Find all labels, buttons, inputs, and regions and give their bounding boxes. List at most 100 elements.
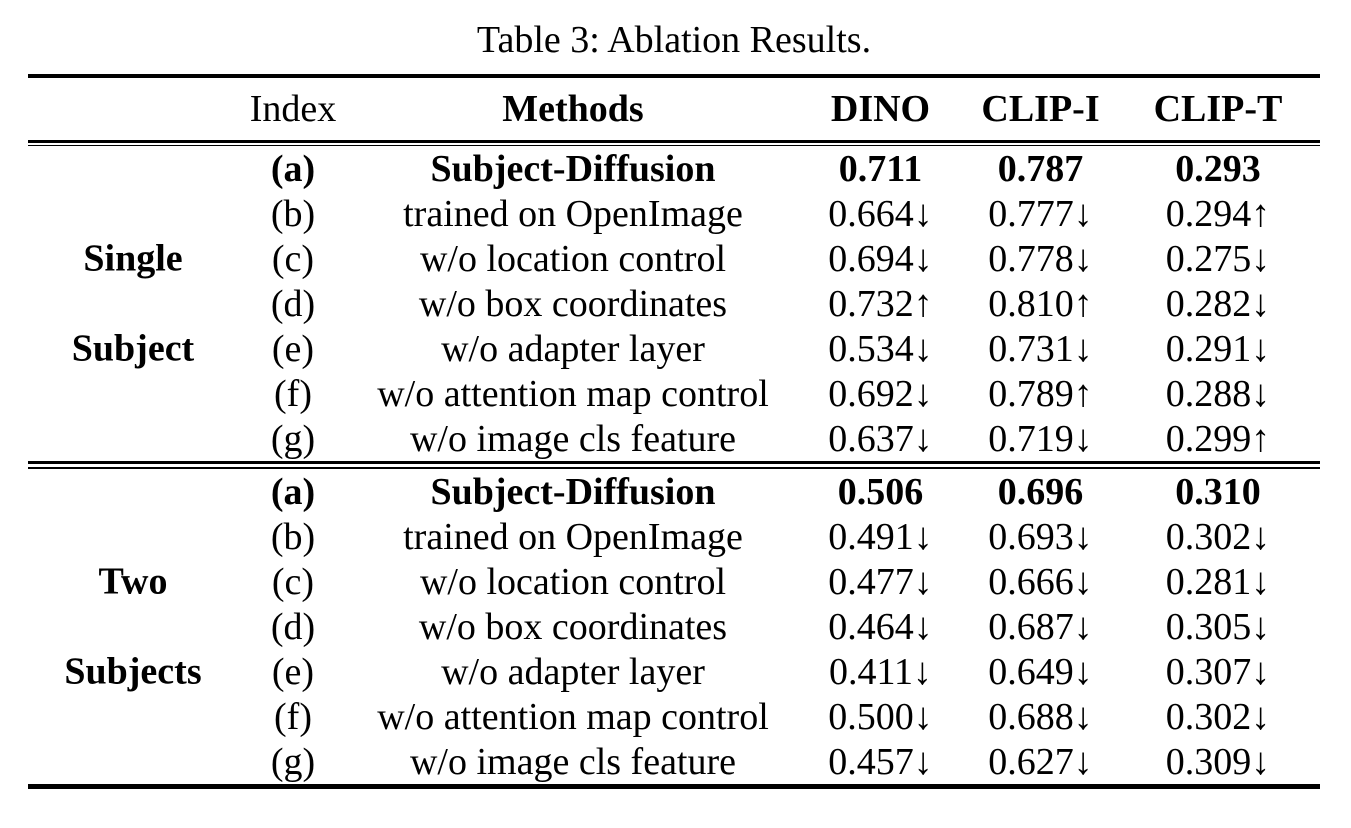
cell-index: (b) <box>270 192 316 235</box>
cell-index: (d) <box>270 282 316 325</box>
table-row: (g) w/o image cls feature 0.637↓ 0.719↓ … <box>28 416 1320 461</box>
cell-dino: 0.711 <box>838 147 923 190</box>
cell-clip-t: 0.307↓ <box>1165 650 1271 693</box>
cell-clip-t: 0.282↓ <box>1165 282 1271 325</box>
cell-index: (c) <box>271 560 315 603</box>
cell-clip-i: 0.666↓ <box>988 560 1093 603</box>
rule-top <box>28 74 1320 78</box>
cell-clip-t: 0.302↓ <box>1165 695 1271 738</box>
cell-method: trained on OpenImage <box>403 515 743 558</box>
cell-index: (f) <box>274 695 312 738</box>
cell-index: (a) <box>270 470 316 513</box>
group-two-subjects: Two Subjects (a) Subject-Diffusion 0.506… <box>28 469 1320 784</box>
cell-clip-t: 0.302↓ <box>1165 515 1271 558</box>
column-header-index: Index <box>249 88 337 130</box>
table-row: (e) w/o adapter layer 0.534↓ 0.731↓ 0.29… <box>28 326 1320 371</box>
cell-index: (a) <box>270 147 316 190</box>
cell-dino: 0.457↓ <box>828 740 933 783</box>
cell-dino: 0.500↓ <box>828 695 933 738</box>
table-row: (a) Subject-Diffusion 0.506 0.696 0.310 <box>28 469 1320 514</box>
cell-clip-i: 0.810↑ <box>988 282 1093 325</box>
cell-clip-t: 0.299↑ <box>1165 417 1271 460</box>
cell-dino: 0.411↓ <box>828 650 933 693</box>
table-row: (b) trained on OpenImage 0.491↓ 0.693↓ 0… <box>28 514 1320 559</box>
cell-method: w/o attention map control <box>377 372 769 415</box>
cell-clip-i: 0.688↓ <box>988 695 1093 738</box>
cell-method: w/o location control <box>419 237 727 280</box>
table-row: (a) Subject-Diffusion 0.711 0.787 0.293 <box>28 146 1320 191</box>
cell-clip-t: 0.294↑ <box>1165 192 1271 235</box>
cell-method: w/o location control <box>419 560 727 603</box>
cell-dino: 0.732↑ <box>828 282 933 325</box>
cell-index: (d) <box>270 605 316 648</box>
cell-index: (e) <box>271 327 315 370</box>
cell-index: (c) <box>271 237 315 280</box>
cell-dino: 0.534↓ <box>828 327 933 370</box>
cell-method: Subject-Diffusion <box>430 470 716 513</box>
cell-clip-t: 0.305↓ <box>1165 605 1271 648</box>
rule-between-groups <box>28 461 1320 469</box>
cell-clip-i: 0.777↓ <box>988 192 1093 235</box>
cell-dino: 0.664↓ <box>828 192 933 235</box>
cell-index: (g) <box>270 740 316 783</box>
cell-dino: 0.692↓ <box>828 372 933 415</box>
table-caption: Table 3: Ablation Results. <box>476 19 872 61</box>
cell-dino: 0.491↓ <box>828 515 933 558</box>
cell-method: trained on OpenImage <box>403 192 743 235</box>
cell-dino: 0.637↓ <box>828 417 933 460</box>
cell-clip-t: 0.291↓ <box>1165 327 1271 370</box>
column-header-methods: Methods <box>502 88 644 130</box>
table-row: (c) w/o location control 0.694↓ 0.778↓ 0… <box>28 236 1320 281</box>
column-header-clip-i: CLIP-I <box>981 88 1100 130</box>
ablation-table: Table 3: Ablation Results. Index Methods… <box>28 0 1320 789</box>
table-row: (f) w/o attention map control 0.500↓ 0.6… <box>28 694 1320 739</box>
cell-clip-i: 0.719↓ <box>988 417 1093 460</box>
cell-index: (b) <box>270 515 316 558</box>
cell-clip-i: 0.693↓ <box>988 515 1093 558</box>
group-label-line: Two <box>98 560 168 602</box>
cell-clip-t: 0.309↓ <box>1165 740 1271 783</box>
rule-below-header <box>28 140 1320 146</box>
cell-clip-i: 0.789↑ <box>988 372 1093 415</box>
cell-dino: 0.477↓ <box>828 560 933 603</box>
table-row: (d) w/o box coordinates 0.732↑ 0.810↑ 0.… <box>28 281 1320 326</box>
group-label-line: Subjects <box>64 650 202 692</box>
table-row: (b) trained on OpenImage 0.664↓ 0.777↓ 0… <box>28 191 1320 236</box>
cell-method: w/o image cls feature <box>409 740 737 783</box>
table-row: (f) w/o attention map control 0.692↓ 0.7… <box>28 371 1320 416</box>
cell-clip-t: 0.275↓ <box>1165 237 1271 280</box>
cell-clip-i: 0.787 <box>997 147 1084 190</box>
cell-method: w/o attention map control <box>377 695 769 738</box>
cell-dino: 0.694↓ <box>828 237 933 280</box>
table-row: (e) w/o adapter layer 0.411↓ 0.649↓ 0.30… <box>28 649 1320 694</box>
table-header-row: Index Methods DINO CLIP-I CLIP-T <box>28 78 1320 140</box>
cell-dino: 0.506 <box>837 470 924 513</box>
cell-method: w/o adapter layer <box>441 650 705 693</box>
cell-clip-i: 0.731↓ <box>988 327 1093 370</box>
column-header-clip-t: CLIP-T <box>1153 88 1283 130</box>
cell-method: Subject-Diffusion <box>430 147 716 190</box>
cell-index: (f) <box>274 372 312 415</box>
cell-dino: 0.464↓ <box>828 605 933 648</box>
cell-index: (g) <box>270 417 316 460</box>
table-row: (g) w/o image cls feature 0.457↓ 0.627↓ … <box>28 739 1320 784</box>
table-row: (c) w/o location control 0.477↓ 0.666↓ 0… <box>28 559 1320 604</box>
cell-clip-t: 0.288↓ <box>1165 372 1271 415</box>
group-single-subject: Single Subject (a) Subject-Diffusion 0.7… <box>28 146 1320 461</box>
cell-method: w/o box coordinates <box>418 605 728 648</box>
table-row: (d) w/o box coordinates 0.464↓ 0.687↓ 0.… <box>28 604 1320 649</box>
cell-clip-i: 0.627↓ <box>988 740 1093 783</box>
group-label-line: Subject <box>71 327 195 369</box>
cell-clip-t: 0.293 <box>1175 147 1261 190</box>
cell-method: w/o adapter layer <box>441 327 705 370</box>
cell-clip-i: 0.649↓ <box>988 650 1093 693</box>
cell-clip-i: 0.687↓ <box>988 605 1093 648</box>
group-label-line: Single <box>83 237 183 279</box>
cell-method: w/o image cls feature <box>409 417 737 460</box>
cell-clip-i: 0.778↓ <box>988 237 1093 280</box>
cell-method: w/o box coordinates <box>418 282 728 325</box>
rule-bottom <box>28 784 1320 789</box>
cell-index: (e) <box>271 650 315 693</box>
cell-clip-t: 0.281↓ <box>1165 560 1271 603</box>
